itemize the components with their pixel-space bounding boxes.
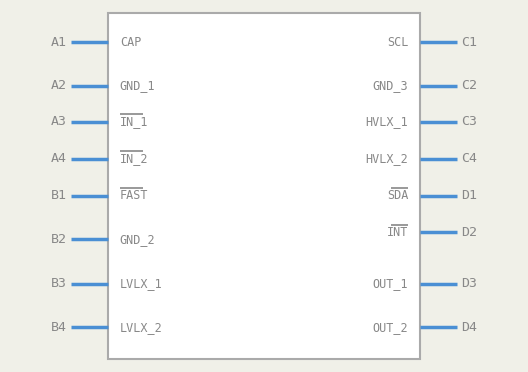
Text: B4: B4 (51, 321, 67, 334)
Text: SDA: SDA (387, 189, 408, 202)
Text: LVLX_2: LVLX_2 (120, 321, 163, 334)
Text: GND_3: GND_3 (373, 79, 408, 92)
Text: OUT_1: OUT_1 (373, 277, 408, 290)
Bar (108, 13, 420, 359)
Text: GND_1: GND_1 (120, 79, 155, 92)
Text: D2: D2 (461, 226, 477, 239)
Text: D3: D3 (461, 277, 477, 290)
Text: D4: D4 (461, 321, 477, 334)
Text: HVLX_2: HVLX_2 (365, 152, 408, 165)
Text: OUT_2: OUT_2 (373, 321, 408, 334)
Text: CAP: CAP (120, 36, 141, 49)
Text: A1: A1 (51, 36, 67, 49)
Text: B1: B1 (51, 189, 67, 202)
Text: C3: C3 (461, 115, 477, 128)
Text: D1: D1 (461, 189, 477, 202)
Text: C2: C2 (461, 79, 477, 92)
Text: FAST: FAST (120, 189, 148, 202)
Text: SCL: SCL (387, 36, 408, 49)
Text: A4: A4 (51, 152, 67, 165)
Text: A2: A2 (51, 79, 67, 92)
Text: LVLX_1: LVLX_1 (120, 277, 163, 290)
Text: C1: C1 (461, 36, 477, 49)
Text: B3: B3 (51, 277, 67, 290)
Text: IN_1: IN_1 (120, 115, 148, 128)
Text: B2: B2 (51, 233, 67, 246)
Text: HVLX_1: HVLX_1 (365, 115, 408, 128)
Text: C4: C4 (461, 152, 477, 165)
Text: A3: A3 (51, 115, 67, 128)
Text: GND_2: GND_2 (120, 233, 155, 246)
Text: INT: INT (387, 226, 408, 239)
Text: IN_2: IN_2 (120, 152, 148, 165)
